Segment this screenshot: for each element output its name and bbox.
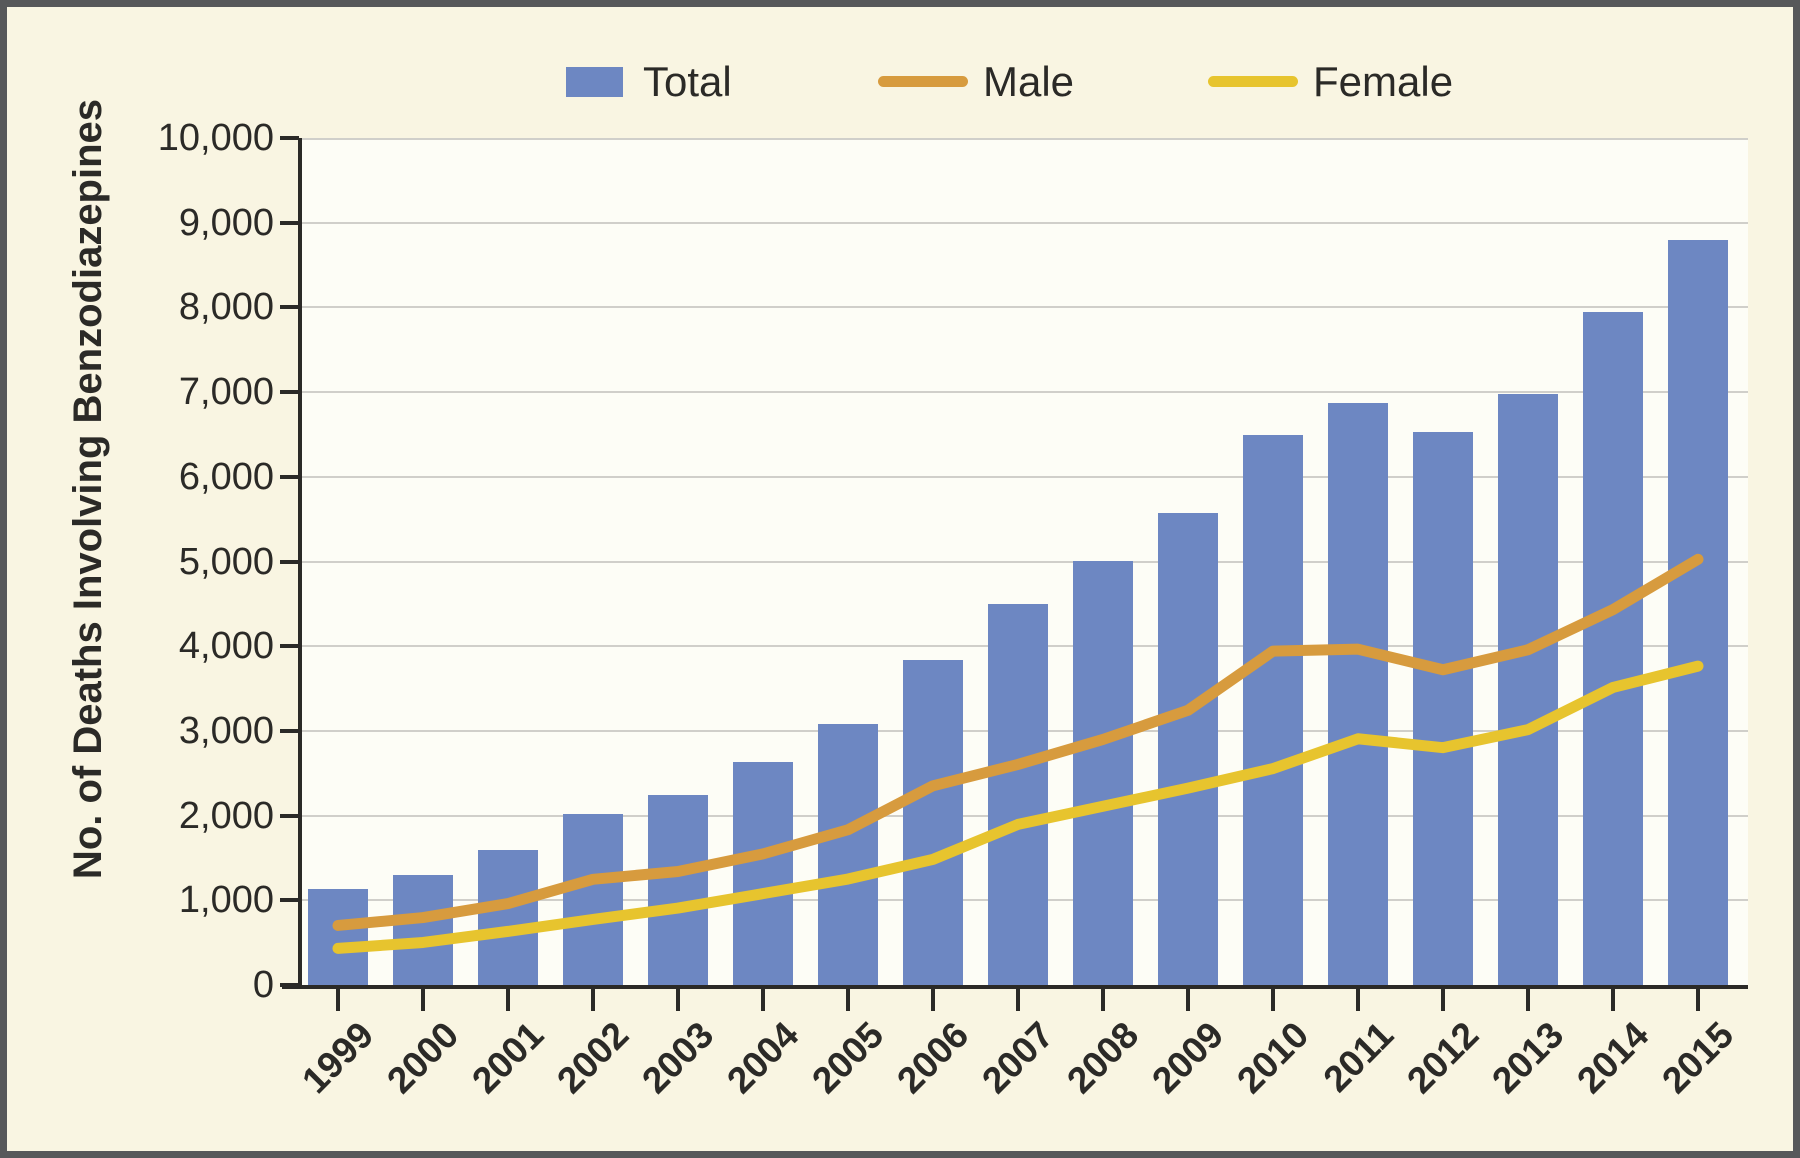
x-tick xyxy=(1271,989,1275,1011)
bar-2004 xyxy=(733,762,793,985)
y-tick xyxy=(280,559,299,564)
bar-2010 xyxy=(1243,434,1303,985)
bar-2007 xyxy=(988,603,1048,985)
y-tick xyxy=(280,813,299,818)
bar-2003 xyxy=(648,794,708,985)
gridline xyxy=(302,138,1748,140)
gridline xyxy=(302,391,1748,394)
gridline xyxy=(302,560,1748,563)
y-axis-line xyxy=(298,138,302,987)
y-axis-title: No. of Deaths Involving Benzodiazepines xyxy=(66,98,110,880)
x-tick xyxy=(421,989,425,1011)
legend-swatch-female xyxy=(1208,76,1298,87)
x-tick-label-2005: 2005 xyxy=(803,1014,891,1102)
x-tick xyxy=(1526,989,1530,1011)
x-tick xyxy=(1186,989,1190,1011)
gridline xyxy=(302,475,1748,478)
x-tick xyxy=(1101,989,1105,1011)
y-tick xyxy=(280,305,299,310)
bar-2002 xyxy=(563,813,623,985)
x-tick-label-2003: 2003 xyxy=(633,1014,721,1102)
male-line xyxy=(332,553,1704,931)
y-tick xyxy=(280,983,299,987)
x-tick-label-2001: 2001 xyxy=(463,1014,551,1102)
x-tick-label-2004: 2004 xyxy=(718,1014,806,1102)
x-tick xyxy=(761,989,765,1011)
x-tick xyxy=(591,989,595,1011)
y-tick xyxy=(280,728,299,733)
y-tick xyxy=(280,474,299,479)
y-tick xyxy=(280,220,299,225)
lines-layer xyxy=(332,553,1704,954)
y-tick-label: 10,000 xyxy=(157,117,274,159)
x-tick xyxy=(1356,989,1360,1011)
x-tick xyxy=(1016,989,1020,1011)
x-tick-label-2006: 2006 xyxy=(888,1014,976,1102)
x-tick xyxy=(506,989,510,1011)
bar-2005 xyxy=(818,723,878,985)
y-tick xyxy=(280,898,299,903)
female-line xyxy=(332,660,1704,954)
y-tick xyxy=(280,644,299,649)
gridline xyxy=(302,306,1748,309)
x-tick-label-2011: 2011 xyxy=(1315,1014,1401,1100)
bar-2001 xyxy=(478,849,538,985)
legend-swatch-total xyxy=(566,67,623,97)
x-tick xyxy=(1441,989,1445,1011)
x-tick xyxy=(1611,989,1615,1011)
y-tick-label: 8,000 xyxy=(178,286,274,329)
x-tick-label-2007: 2007 xyxy=(973,1014,1061,1102)
x-axis-line xyxy=(282,985,1748,989)
x-tick xyxy=(336,989,340,1011)
plot-area xyxy=(302,138,1748,985)
y-tick-label: 4,000 xyxy=(178,625,274,668)
x-tick-label-1999: 1999 xyxy=(293,1014,381,1102)
bar-2008 xyxy=(1073,560,1133,985)
x-tick xyxy=(1696,989,1700,1011)
x-tick xyxy=(846,989,850,1011)
x-tick xyxy=(931,989,935,1011)
legend-label-total: Total xyxy=(643,58,732,105)
y-tick-label: 1,000 xyxy=(178,879,274,922)
x-tick-label-2013: 2013 xyxy=(1483,1014,1571,1102)
y-tick xyxy=(280,136,299,140)
bar-2006 xyxy=(903,660,963,985)
x-tick-label-2012: 2012 xyxy=(1398,1014,1486,1102)
x-tick-label-2002: 2002 xyxy=(548,1014,636,1102)
y-tick-label: 6,000 xyxy=(178,455,274,498)
x-tick-label-2010: 2010 xyxy=(1228,1014,1316,1102)
bar-2012 xyxy=(1413,432,1473,985)
bar-2014 xyxy=(1583,312,1643,985)
bar-2015 xyxy=(1668,240,1728,985)
y-tick-label: 5,000 xyxy=(178,540,274,583)
bar-1999 xyxy=(308,888,368,985)
x-tick-label-2000: 2000 xyxy=(378,1014,466,1102)
legend-swatch-male xyxy=(878,76,968,87)
bar-2000 xyxy=(393,875,453,985)
gridline xyxy=(302,221,1748,224)
bar-2011 xyxy=(1328,402,1388,985)
y-tick-label: 3,000 xyxy=(178,709,274,752)
y-tick-label: 9,000 xyxy=(178,201,274,244)
x-tick-label-2009: 2009 xyxy=(1143,1014,1231,1102)
bar-2009 xyxy=(1158,513,1218,985)
x-tick xyxy=(676,989,680,1011)
x-tick-label-2008: 2008 xyxy=(1058,1014,1146,1102)
x-tick-label-2014: 2014 xyxy=(1568,1014,1656,1102)
y-tick-label: 7,000 xyxy=(178,371,274,414)
y-tick xyxy=(280,390,299,395)
legend-label-female: Female xyxy=(1313,58,1454,105)
x-tick-label-2015: 2015 xyxy=(1653,1014,1741,1102)
bar-2013 xyxy=(1498,394,1558,985)
legend-label-male: Male xyxy=(983,58,1075,105)
y-tick-label: 2,000 xyxy=(178,794,274,837)
y-tick-label: 0 xyxy=(252,964,274,1006)
